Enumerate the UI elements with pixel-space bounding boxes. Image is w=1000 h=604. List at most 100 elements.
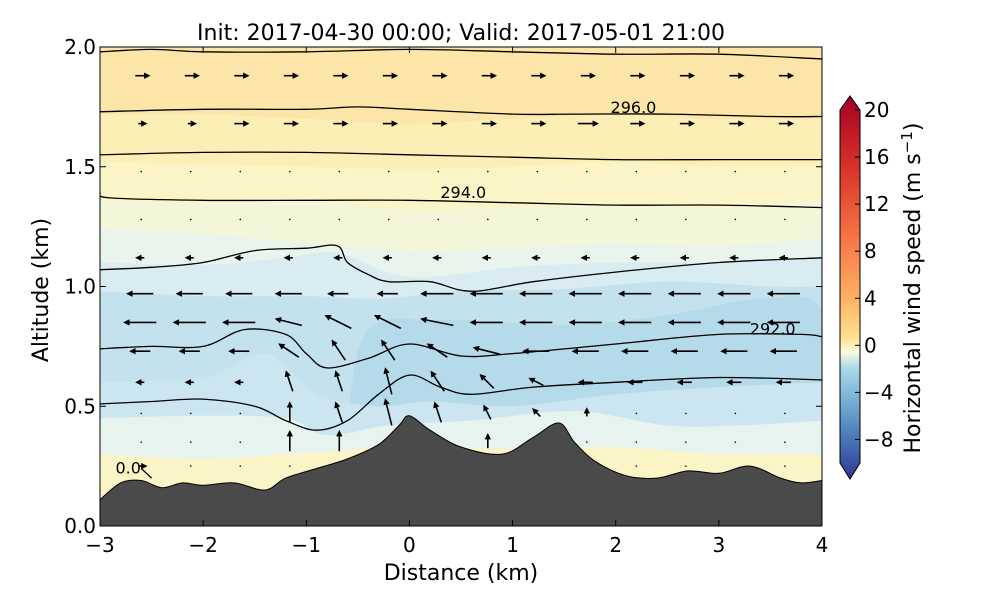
wind-vector <box>734 412 737 415</box>
colorbar-label-exponent: −1 <box>898 131 916 153</box>
x-tick-label: −2 <box>188 533 217 557</box>
colorbar-tick-label: 8 <box>864 239 877 263</box>
colorbar-label-close: ) <box>901 123 926 132</box>
wind-vector <box>239 441 242 443</box>
wind-vector <box>437 218 440 221</box>
x-tick-label: 2 <box>609 533 622 557</box>
wind-vector <box>140 412 143 415</box>
wind-vector <box>331 339 346 361</box>
y-tick-label: 0.0 <box>64 514 96 538</box>
wind-vector <box>487 170 489 173</box>
colorbar-tick-label: −8 <box>864 427 893 451</box>
y-tick-label: 1.0 <box>64 275 96 299</box>
colorbar-tick-label: 0 <box>864 333 877 357</box>
y-tick-label: 1.5 <box>64 155 96 179</box>
wind-vector <box>189 218 192 221</box>
wind-vector <box>189 441 192 443</box>
colorbar-ticks: −8 −4 0 4 8 12 16 20 <box>855 98 893 451</box>
wind-vector <box>288 170 291 173</box>
terrain <box>100 415 822 526</box>
wind-vector <box>635 465 638 467</box>
contour-label: 0.0 <box>115 458 140 477</box>
wind-vector <box>288 465 291 467</box>
y-tick-label: 0.5 <box>64 394 96 418</box>
contour-label: 294.0 <box>440 183 486 202</box>
wind-vector <box>278 343 300 358</box>
wind-vector <box>635 441 638 443</box>
wind-vector <box>388 218 390 221</box>
wind-vector <box>324 314 352 330</box>
wind-vector <box>784 441 786 443</box>
theta-contour-0 <box>100 48 822 60</box>
colorbar-tick-label: 12 <box>864 192 889 216</box>
wind-vector <box>388 170 390 173</box>
wind-vector <box>635 170 638 173</box>
theta-contour-5 <box>100 328 822 369</box>
wind-vector <box>532 408 541 417</box>
wind-vector <box>536 218 539 221</box>
contour-label: 292.0 <box>750 319 796 338</box>
wind-vector <box>479 374 495 389</box>
wind-vector <box>334 401 344 423</box>
x-tick-label: −1 <box>292 533 321 557</box>
colorbar-label: Horizontal wind speed (m s−1) <box>898 123 926 454</box>
wind-vector <box>784 218 786 221</box>
wind-vector <box>338 218 341 221</box>
wind-vector <box>433 401 443 423</box>
theta-contour-4 <box>100 244 822 292</box>
colorbar: −8 −4 0 4 8 12 16 20 Horizontal wind speed (m s… <box>839 95 926 480</box>
y-tick-label: 2.0 <box>64 35 96 59</box>
wind-vector <box>284 370 294 392</box>
wind-vector <box>381 339 396 361</box>
wind-vector <box>338 170 341 173</box>
wind-vector <box>288 218 291 221</box>
plot-area: 296.0 294.0 292.0 0.0 <box>100 47 822 526</box>
wind-vector <box>373 314 402 330</box>
colorbar-label-main: Horizontal wind speed (m s <box>901 153 926 453</box>
wind-vector <box>586 218 588 221</box>
wind-vector <box>140 170 143 173</box>
y-axis-label: Altitude (km) <box>29 218 54 362</box>
colorbar-tick-label: −4 <box>864 380 893 404</box>
colorbar-tick-label: 4 <box>864 286 877 310</box>
wind-vector <box>239 218 242 221</box>
wind-vector <box>274 317 302 327</box>
wind-vector <box>734 170 737 173</box>
wind-vector <box>734 441 737 443</box>
wind-vector <box>586 441 588 443</box>
wind-vector <box>334 370 344 392</box>
wind-vector <box>189 412 192 415</box>
x-axis: −3 −2 −1 0 1 2 3 4 <box>85 47 828 557</box>
wind-vector <box>536 170 539 173</box>
wind-vector <box>472 345 500 355</box>
colorbar-tick-label: 20 <box>864 98 889 122</box>
wind-vector <box>685 441 687 443</box>
wind-vector <box>189 170 192 173</box>
wind-vector <box>239 170 242 173</box>
x-axis-label: Distance (km) <box>384 561 539 586</box>
theta-contour-3 <box>100 192 822 209</box>
wind-vector <box>239 412 242 415</box>
contour-label: 296.0 <box>611 98 657 117</box>
wind-vector <box>734 218 737 221</box>
x-tick-label: 3 <box>712 533 725 557</box>
wind-vector <box>140 218 143 221</box>
wind-vector <box>383 398 393 426</box>
x-tick-label: 4 <box>816 533 829 557</box>
theta-contour-2 <box>100 151 822 161</box>
x-tick-label: −3 <box>85 533 114 557</box>
wind-vectors <box>123 72 800 470</box>
wind-vector <box>586 170 588 173</box>
x-tick-label: 0 <box>403 533 416 557</box>
y-axis: 0.0 0.5 1.0 1.5 2.0 <box>64 35 822 538</box>
wind-vector <box>685 465 687 467</box>
wind-vector <box>635 412 638 415</box>
wind-vector <box>685 412 687 415</box>
wind-vector <box>635 218 638 221</box>
wind-vector <box>426 343 448 358</box>
colorbar-tick-label: 16 <box>864 145 889 169</box>
wind-vector <box>784 170 786 173</box>
wind-vector <box>528 377 544 387</box>
